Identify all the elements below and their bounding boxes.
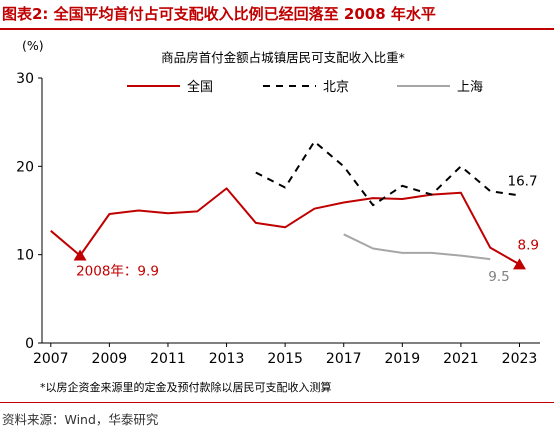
series-line-shanghai	[343, 233, 491, 261]
x-tick-label: 2009	[92, 351, 128, 367]
line-chart: 商品房首付金额占城镇居民可支配收入比重* (%) 0 10 20 30 2007 2009 20…	[16, 38, 540, 367]
annotation-marker-triangle	[512, 258, 526, 270]
y-tick-label: 0	[25, 336, 34, 352]
chart-title: 商品房首付金额占城镇居民可支配收入比重*	[161, 50, 405, 65]
series-line-beijing	[255, 140, 520, 207]
x-tick-label: 2015	[267, 351, 303, 367]
y-tick-label: 10	[16, 248, 34, 264]
x-tick-label: 2007	[33, 351, 69, 367]
x-tick-label: 2011	[150, 351, 186, 367]
annotation-label: 2008年：9.9	[76, 264, 159, 280]
annotation-label: 8.9	[517, 237, 538, 253]
x-tick-label: 2017	[326, 351, 362, 367]
figure-title: 图表2: 全国平均首付占可支配收入比例已经回落至 2008 年水平	[2, 5, 436, 23]
x-tick-label: 2019	[384, 351, 420, 367]
annotation-marker-triangle	[73, 249, 87, 261]
chart-legend: 全国 北京 上海	[127, 79, 483, 95]
y-tick-label: 20	[16, 159, 34, 175]
legend-label: 全国	[187, 79, 213, 95]
annotation-label: 16.7	[507, 173, 537, 189]
chart-axes: 商品房首付金额占城镇居民可支配收入比重* (%) 0 10 20 30 2007 2009 20…	[16, 38, 540, 367]
x-tick-label: 2013	[209, 351, 245, 367]
chart-annotations: 2008年：9.9 8.9 16.7 9.5	[73, 173, 539, 285]
legend-label: 北京	[323, 80, 349, 95]
source-note: 资料来源：Wind，华泰研究	[2, 412, 159, 427]
figure-title-bar: 图表2: 全国平均首付占可支配收入比例已经回落至 2008 年水平	[0, 0, 554, 30]
legend-label: 上海	[457, 80, 483, 95]
x-tick-label: 2021	[443, 351, 479, 367]
chart-footnote: *以房企资金来源里的定金及预付款除以居民可支配收入测算	[40, 381, 332, 394]
bottom-divider	[0, 402, 554, 403]
y-tick-label: 30	[16, 71, 34, 87]
y-axis-unit-label: (%)	[22, 38, 44, 53]
annotation-label: 9.5	[488, 269, 509, 285]
x-tick-label: 2023	[502, 351, 538, 367]
series-line-national	[50, 187, 520, 266]
chart-series	[50, 140, 520, 266]
